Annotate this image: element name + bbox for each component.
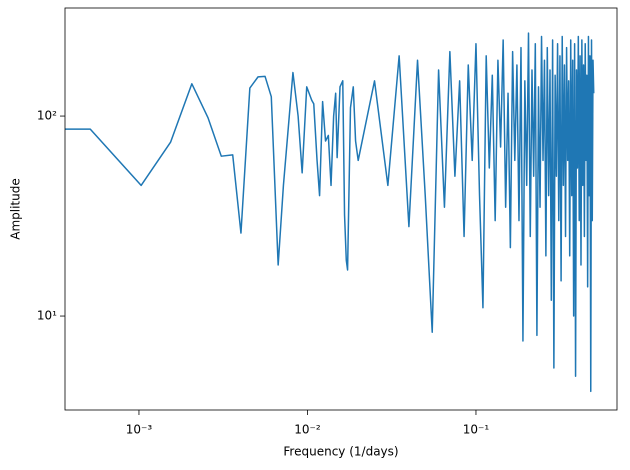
x-tick-label: 10⁻³ [126,423,153,437]
x-tick-label: 10⁻¹ [463,423,490,437]
axes-frame [64,7,618,411]
x-tick-label: 10⁻² [294,423,321,437]
y-tick-label: 10¹ [37,309,57,323]
y-tick-label: 10² [37,109,57,123]
y-axis-label: Amplitude [9,178,23,240]
data-line [65,32,595,393]
x-axis-label: Frequency (1/days) [283,445,398,459]
plot-area [65,32,595,393]
